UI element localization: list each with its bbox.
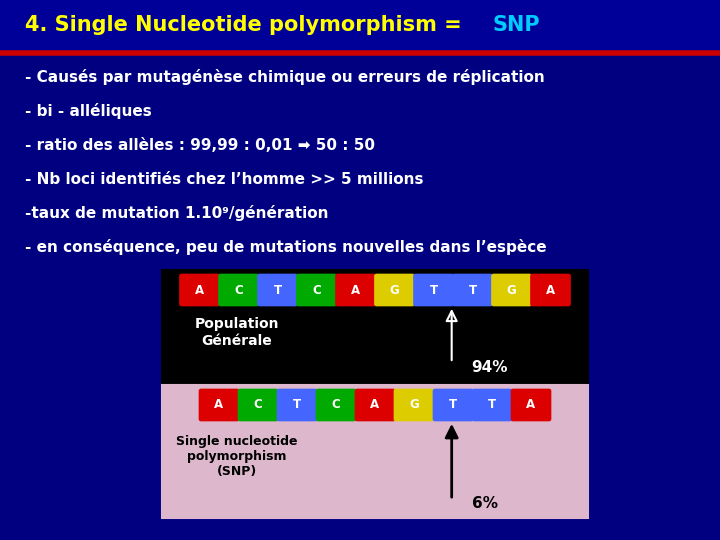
Text: - bi - alléliques: - bi - alléliques [25,103,152,119]
FancyBboxPatch shape [492,274,531,306]
Text: 4. Single Nucleotide polymorphism =: 4. Single Nucleotide polymorphism = [25,15,469,35]
FancyBboxPatch shape [511,389,551,421]
Text: A: A [215,399,224,411]
Text: A: A [195,284,204,296]
FancyBboxPatch shape [297,274,336,306]
Text: C: C [234,284,243,296]
FancyBboxPatch shape [258,274,297,306]
Text: A: A [546,284,555,296]
FancyBboxPatch shape [238,389,278,421]
Text: T: T [488,399,496,411]
Bar [0,0,720,50]
Text: A: A [370,399,379,411]
Text: 6%: 6% [472,496,498,511]
Text: T: T [449,399,457,411]
Text: - en conséquence, peu de mutations nouvelles dans l’espèce: - en conséquence, peu de mutations nouve… [25,239,546,255]
FancyBboxPatch shape [374,274,415,306]
FancyBboxPatch shape [199,389,239,421]
FancyBboxPatch shape [394,389,434,421]
Text: T: T [429,284,438,296]
Text: C: C [332,399,341,411]
Bar [162,270,588,385]
Text: A: A [526,399,536,411]
Text: C: C [312,284,321,296]
FancyBboxPatch shape [472,389,512,421]
Text: Single nucleotide
polymorphism
(SNP): Single nucleotide polymorphism (SNP) [176,435,298,478]
Text: - ratio des allèles : 99,99 : 0,01 ➡ 50 : 50: - ratio des allèles : 99,99 : 0,01 ➡ 50 … [25,138,375,152]
Text: G: G [390,284,400,296]
Text: - Causés par mutagénèse chimique ou erreurs de réplication: - Causés par mutagénèse chimique ou erre… [25,69,545,85]
FancyBboxPatch shape [316,389,356,421]
Text: T: T [469,284,477,296]
Text: -taux de mutation 1.10⁹/génération: -taux de mutation 1.10⁹/génération [25,205,328,221]
Text: Population
Générale: Population Générale [194,318,279,348]
FancyBboxPatch shape [531,274,570,306]
Text: T: T [293,399,301,411]
FancyBboxPatch shape [218,274,258,306]
FancyBboxPatch shape [413,274,454,306]
Bar [162,385,588,518]
Text: 94%: 94% [472,360,508,375]
FancyBboxPatch shape [336,274,376,306]
Text: C: C [253,399,262,411]
Text: - Nb loci identifiés chez l’homme >> 5 millions: - Nb loci identifiés chez l’homme >> 5 m… [25,172,423,186]
FancyBboxPatch shape [277,389,317,421]
FancyBboxPatch shape [452,274,492,306]
FancyBboxPatch shape [179,274,220,306]
Text: G: G [409,399,419,411]
FancyBboxPatch shape [355,389,395,421]
FancyBboxPatch shape [433,389,473,421]
Text: G: G [507,284,516,296]
Text: A: A [351,284,360,296]
Text: SNP: SNP [493,15,541,35]
Text: T: T [274,284,282,296]
